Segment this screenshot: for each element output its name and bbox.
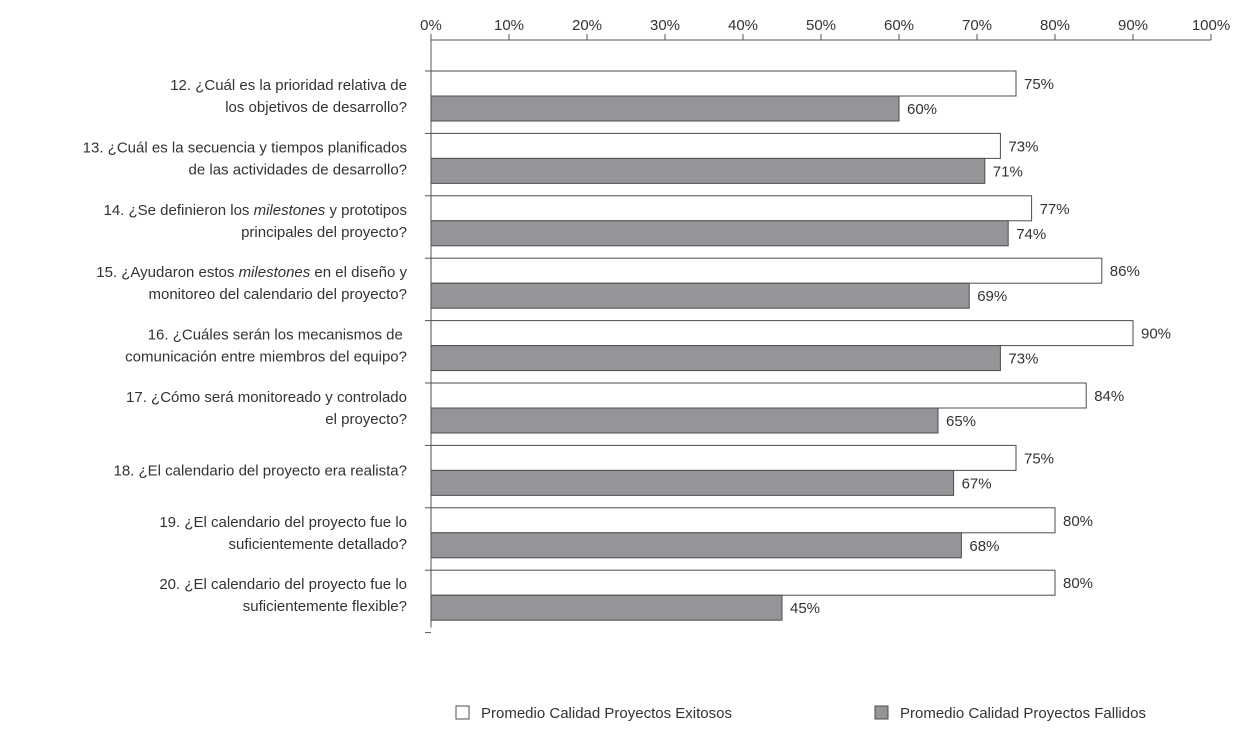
legend-label: Promedio Calidad Proyectos Exitosos	[481, 705, 732, 722]
bar-value-label: 75%	[1024, 450, 1054, 467]
category-label-part: suficientemente flexible?	[243, 598, 407, 615]
bar-fallidos	[430, 407, 939, 434]
bar-fallidos	[430, 220, 1009, 247]
category-label-part: 16. ¿Cuáles serán los mecanismos de	[148, 327, 407, 344]
bar-value-label: 73%	[1008, 138, 1038, 155]
x-tick-label: 50%	[806, 17, 836, 34]
category-label-part: en el diseño y	[310, 264, 407, 281]
x-tick-label: 40%	[728, 17, 758, 34]
bar-exitosos	[430, 132, 1001, 159]
bar-value-label: 80%	[1063, 575, 1093, 592]
bar-value-label: 45%	[790, 600, 820, 617]
bar-value-label: 77%	[1040, 201, 1070, 218]
bar-fallidos	[430, 345, 1001, 372]
category-label-part: 18. ¿El calendario del proyecto era real…	[114, 462, 408, 479]
bar-fallidos	[430, 282, 970, 309]
category-label-part: monitoreo del calendario del proyecto?	[149, 286, 408, 303]
bar-value-label: 73%	[1008, 351, 1038, 368]
category-label: 18. ¿El calendario del proyecto era real…	[114, 462, 408, 479]
category-label-part: 20. ¿El calendario del proyecto fue lo	[159, 576, 407, 593]
bar-value-label: 90%	[1141, 326, 1171, 343]
category-label: 20. ¿El calendario del proyecto fue lo su…	[159, 576, 407, 615]
category-label-part: suficientemente detallado?	[229, 536, 407, 553]
category-labels: 12. ¿Cuál es la prioridad relativa de los…	[83, 77, 408, 615]
bar-value-label: 69%	[977, 288, 1007, 305]
category-label: 16. ¿Cuáles serán los mecanismos de comu…	[125, 327, 407, 366]
bar-fallidos	[430, 469, 955, 496]
category-label-part: 12. ¿Cuál es la prioridad relativa de	[170, 77, 407, 94]
category-label-part: 14. ¿Se definieron los	[103, 202, 253, 219]
x-axis: 0% 10% 20% 30% 40% 50% 60% 70% 80% 90% 100%	[420, 17, 1230, 634]
category-label: 13. ¿Cuál es la secuencia y tiempos plan…	[83, 139, 407, 178]
legend: Promedio Calidad Proyectos Exitosos Prome…	[455, 705, 1146, 722]
x-tick-label: 70%	[962, 17, 992, 34]
bar-value-label: 68%	[969, 538, 999, 555]
x-tick-label: 100%	[1192, 17, 1230, 34]
bar-exitosos	[430, 569, 1056, 596]
bar-value-label: 80%	[1063, 513, 1093, 530]
bar-value-label: 75%	[1024, 76, 1054, 93]
legend-label: Promedio Calidad Proyectos Fallidos	[900, 705, 1146, 722]
category-label: 14. ¿Se definieron los milestones y prot…	[103, 202, 407, 241]
x-tick-label: 20%	[572, 17, 602, 34]
category-label-part: 19. ¿El calendario del proyecto fue lo	[159, 514, 407, 531]
x-tick-label: 80%	[1040, 17, 1070, 34]
bar-exitosos	[430, 444, 1017, 471]
bar-exitosos	[430, 195, 1033, 222]
category-label-part: milestones	[239, 264, 311, 281]
category-label-part: y prototipos	[325, 202, 407, 219]
x-tick-label: 0%	[420, 17, 442, 34]
bar-value-label: 71%	[993, 163, 1023, 180]
category-label-part: 15. ¿Ayudaron estos	[96, 264, 238, 281]
category-label-part: comunicación entre miembros del equipo?	[125, 349, 407, 366]
bar-value-label: 84%	[1094, 388, 1124, 405]
category-label-part: 17. ¿Cómo será monitoreado y controlado	[126, 389, 407, 406]
category-label-part: de las actividades de desarrollo?	[189, 161, 407, 178]
category-label-part: 13. ¿Cuál es la secuencia y tiempos plan…	[83, 139, 407, 156]
bar-value-label: 67%	[962, 475, 992, 492]
category-label: 12. ¿Cuál es la prioridad relativa de los…	[170, 77, 407, 116]
bar-exitosos	[430, 382, 1087, 409]
bar-exitosos	[430, 70, 1017, 97]
category-label-part: principales del proyecto?	[241, 224, 407, 241]
bar-exitosos	[430, 257, 1103, 284]
legend-swatch	[874, 705, 889, 720]
legend-swatch	[455, 705, 470, 720]
category-label: 17. ¿Cómo será monitoreado y controlado e…	[126, 389, 407, 428]
bar-fallidos	[430, 532, 962, 559]
bar-fallidos	[430, 157, 986, 184]
x-tick-label: 10%	[494, 17, 524, 34]
x-tick-label: 90%	[1118, 17, 1148, 34]
bar-value-label: 65%	[946, 413, 976, 430]
bar-value-label: 86%	[1110, 263, 1140, 280]
category-label-part: el proyecto?	[325, 411, 407, 428]
bar-fallidos	[430, 95, 900, 122]
bar-value-label: 60%	[907, 101, 937, 118]
bar-fallidos	[430, 594, 783, 621]
x-tick-label: 30%	[650, 17, 680, 34]
category-label: 19. ¿El calendario del proyecto fue lo su…	[159, 514, 407, 553]
x-tick-label: 60%	[884, 17, 914, 34]
category-label-part: los objetivos de desarrollo?	[225, 99, 407, 116]
bar-value-label: 74%	[1016, 226, 1046, 243]
bars: 75% 73% 77% 86% 90% 84% 75% 80% 80% 60% 71% 74% 69% 7…	[430, 70, 1171, 621]
bar-exitosos	[430, 320, 1134, 347]
category-label-part: milestones	[254, 202, 326, 219]
category-label: 15. ¿Ayudaron estos milestones en el dis…	[96, 264, 407, 303]
bar-exitosos	[430, 507, 1056, 534]
